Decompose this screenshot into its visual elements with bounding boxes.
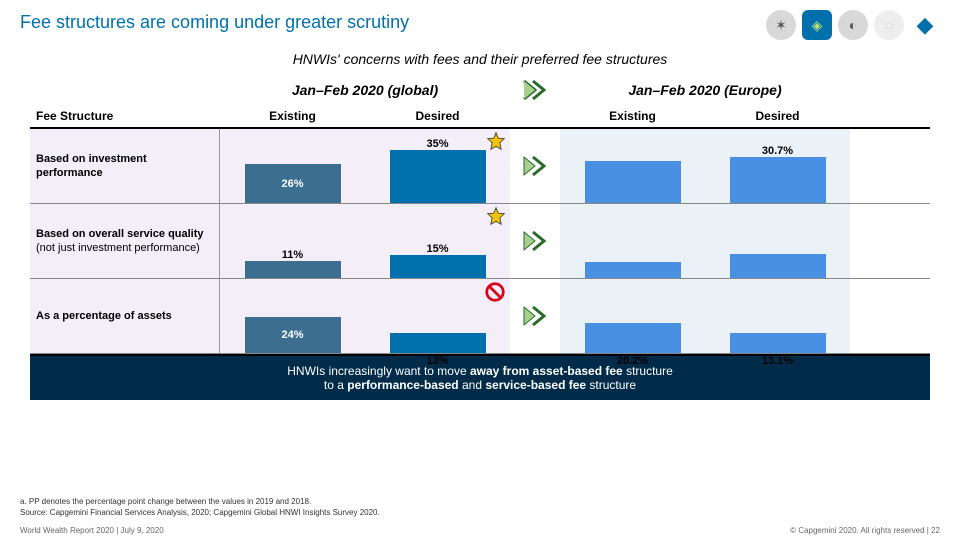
subtitle: HNWIs' concerns with fees and their pref… bbox=[20, 51, 940, 67]
col-desired-e: Desired bbox=[705, 105, 850, 127]
col-existing-e: Existing bbox=[560, 105, 705, 127]
network-icon: ◌ bbox=[874, 10, 904, 40]
cloud-icon: ◐ bbox=[838, 10, 868, 40]
footnote-a: a. PP denotes the percentage point chang… bbox=[20, 497, 380, 507]
region-headers: Jan–Feb 2020 (global) Jan–Feb 2020 (Euro… bbox=[30, 79, 930, 101]
eagle-icon: ✶ bbox=[766, 10, 796, 40]
slide-root: Fee structures are coming under greater … bbox=[0, 0, 960, 540]
table-row: Based on overall service quality (not ju… bbox=[30, 204, 930, 279]
row-label: As a percentage of assets bbox=[30, 279, 220, 353]
region-europe: Jan–Feb 2020 (Europe) bbox=[560, 82, 850, 98]
header-icon-row: ✶ ◈ ◐ ◌ ◆ bbox=[766, 10, 940, 40]
col-fee-structure: Fee Structure bbox=[30, 105, 220, 127]
column-headers: Fee Structure Existing Desired Existing … bbox=[30, 105, 930, 127]
footer-left: World Wealth Report 2020 | July 9, 2020 bbox=[20, 526, 164, 535]
drop-icon: ◆ bbox=[910, 10, 940, 40]
chevron-top bbox=[510, 79, 560, 101]
chevron-icon bbox=[510, 129, 560, 203]
row-label: Based on investment performance bbox=[30, 129, 220, 203]
col-desired-g: Desired bbox=[365, 105, 510, 127]
row-label: Based on overall service quality (not ju… bbox=[30, 204, 220, 278]
col-existing-g: Existing bbox=[220, 105, 365, 127]
footnotes: a. PP denotes the percentage point chang… bbox=[20, 497, 380, 518]
table-row: Based on investment performance 26% 35% … bbox=[30, 129, 930, 204]
compass-icon: ◈ bbox=[802, 10, 832, 40]
footer-right: © Capgemini 2020. All rights reserved | … bbox=[790, 526, 940, 535]
footer: World Wealth Report 2020 | July 9, 2020 … bbox=[20, 526, 940, 535]
chevron-icon bbox=[510, 279, 560, 353]
chart: Jan–Feb 2020 (global) Jan–Feb 2020 (Euro… bbox=[30, 79, 930, 400]
table-row: As a percentage of assets 24% 13% 20.2% bbox=[30, 279, 930, 354]
chevron-icon bbox=[510, 204, 560, 278]
footnote-source: Source: Capgemini Financial Services Ana… bbox=[20, 508, 380, 518]
region-global: Jan–Feb 2020 (global) bbox=[220, 82, 510, 98]
chart-rows: Based on investment performance 26% 35% … bbox=[30, 127, 930, 356]
